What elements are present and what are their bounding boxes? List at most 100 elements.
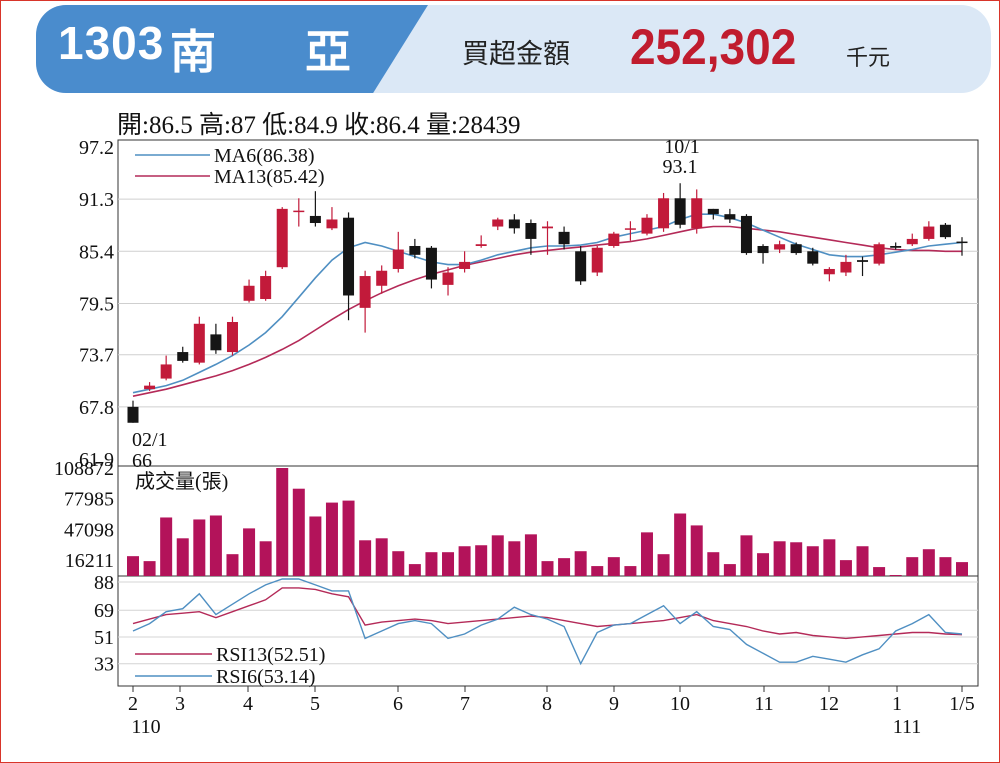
volume-bar (392, 551, 405, 576)
candle-body (343, 217, 355, 296)
volume-title: 成交量(張) (135, 470, 228, 493)
candle-body (243, 285, 255, 301)
volume-bar (607, 557, 620, 576)
month-label: 5 (310, 693, 320, 715)
plot-border (117, 139, 979, 687)
volume-tick-label: 77985 (64, 489, 114, 511)
price-tick-label: 67.8 (79, 397, 114, 419)
volume-bar (209, 515, 222, 576)
legend-label: MA6(86.38) (214, 145, 315, 167)
volume-bar (939, 557, 952, 576)
month-label: 6 (393, 693, 403, 715)
volume-bar (889, 575, 902, 576)
stock-name-second: 亞 (305, 26, 352, 78)
candle-body (525, 223, 537, 239)
month-label: 11 (754, 693, 773, 715)
candle-body (674, 198, 686, 225)
candle-body (392, 249, 404, 269)
volume-bar (773, 541, 786, 576)
candle-body (840, 261, 852, 273)
volume-bar (541, 561, 554, 576)
volume-bar (359, 540, 372, 576)
volume-bar (475, 545, 488, 576)
volume-bar (873, 567, 886, 576)
volume-bar (690, 525, 703, 576)
price-tick-label: 97.2 (79, 137, 114, 159)
price-tick-label: 79.5 (79, 293, 114, 315)
volume-bar (906, 557, 919, 576)
candle-body (459, 261, 471, 269)
candle-body (691, 198, 703, 229)
volume-bar (574, 551, 587, 576)
volume-bar (342, 500, 355, 576)
volume-tick-label: 47098 (64, 519, 114, 541)
volume-bar (674, 513, 687, 576)
volume-bar (757, 553, 770, 576)
low-annotation-date: 02/1 (132, 429, 168, 451)
volume-bar (276, 468, 289, 576)
volume-bar (458, 546, 471, 576)
legend-label: MA13(85.42) (214, 166, 325, 188)
candle-body (873, 244, 885, 264)
buy-label: 買超金額 (462, 39, 570, 70)
volume-bar (325, 502, 338, 576)
candle-body (890, 245, 902, 248)
candle-body (707, 208, 719, 215)
price-tick-label: 73.7 (79, 345, 114, 367)
candle-body (641, 217, 653, 234)
candle-body (144, 385, 156, 390)
candle-body (591, 247, 603, 273)
buy-value: 252,302 (630, 19, 797, 75)
buy-unit: 千元 (846, 46, 891, 71)
title-pill (36, 5, 428, 93)
price-tick-label: 61.9 (79, 449, 114, 471)
rsi-tick-label: 33 (94, 654, 114, 676)
price-tick-label: 91.3 (79, 189, 114, 211)
rsi-tick-label: 51 (94, 627, 114, 649)
candle-body (740, 215, 752, 254)
volume-bar (160, 517, 173, 576)
volume-bar (707, 552, 720, 576)
volume-bar (408, 564, 421, 576)
candle-body (542, 226, 553, 229)
candle-body (774, 244, 786, 250)
candle-body (939, 224, 951, 238)
candle-body (558, 231, 570, 245)
volume-bar (806, 546, 819, 576)
candle-body (956, 241, 968, 244)
legend-label: RSI6(53.14) (216, 666, 315, 688)
volume-bar (839, 560, 852, 576)
month-label: 2 (128, 693, 138, 715)
volume-bar (226, 554, 239, 576)
rsi-tick-label: 69 (94, 600, 114, 622)
volume-bar (740, 535, 753, 576)
low-annotation-value: 66 (132, 450, 152, 472)
candle-body (857, 260, 869, 262)
volume-bar (292, 488, 305, 576)
candle-body (293, 210, 305, 213)
candle-body (906, 238, 918, 245)
month-label: 12 (819, 693, 839, 715)
volume-bar (591, 566, 604, 576)
rsi6-line (132, 578, 963, 666)
high-annotation-value: 93.1 (663, 156, 698, 178)
candle-body (260, 276, 272, 300)
high-annotation-date: 10/1 (664, 136, 700, 158)
candle-body (309, 215, 321, 224)
month-label: 9 (609, 693, 619, 715)
volume-bar (723, 564, 736, 576)
ohlc-summary: 開:86.5 高:87 低:84.9 收:86.4 量:28439 (117, 112, 521, 139)
candle-body (210, 334, 222, 351)
candle-body (508, 219, 520, 229)
candle-body (226, 322, 238, 353)
volume-bar (524, 534, 537, 576)
candle-body (724, 214, 736, 220)
month-label: 4 (243, 693, 253, 715)
volume-bar (375, 538, 388, 576)
volume-bar (491, 535, 504, 576)
month-label: 1 (892, 693, 902, 715)
volume-bar (143, 561, 156, 576)
candle-body (177, 352, 189, 361)
candle-body (757, 245, 769, 254)
